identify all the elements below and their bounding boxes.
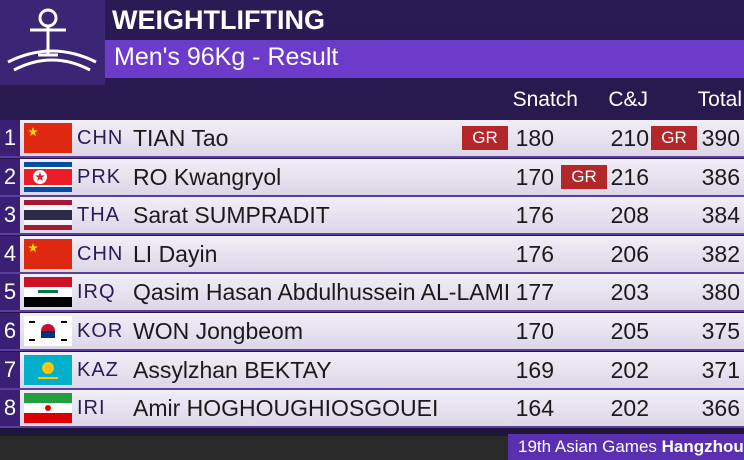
clean-and-jerk: 210 — [610, 125, 649, 151]
snatch: 164 — [515, 395, 554, 422]
flag-part — [38, 376, 58, 379]
flag-part — [41, 331, 55, 338]
result-row: 4 CHN LI Dayin 176 206 382 — [0, 235, 744, 274]
flag — [24, 238, 72, 269]
total: 390 — [701, 125, 740, 151]
clean-and-jerk: 202 — [610, 395, 649, 422]
column-header: Total — [697, 88, 742, 111]
country-code: KAZ — [77, 358, 119, 381]
clean-and-jerk: 208 — [610, 202, 649, 229]
country-code: IRQ — [77, 281, 116, 304]
result-row: 1 CHN TIAN Tao 180 210 390 GR GR — [0, 120, 744, 158]
snatch: 176 — [515, 202, 554, 229]
city: Hangzhou — [661, 437, 744, 456]
flag-part — [28, 242, 38, 252]
country-code: CHN — [77, 242, 124, 265]
footer-text: 19th Asian Games Hangzhou — [518, 437, 744, 457]
title: WEIGHTLIFTING — [112, 5, 325, 35]
flag — [24, 161, 72, 192]
clean-and-jerk: 216 — [610, 163, 649, 190]
flag — [24, 354, 72, 385]
flag-part — [38, 290, 58, 294]
rank: 6 — [0, 313, 20, 349]
snatch: 180 — [515, 125, 554, 151]
rank: 8 — [0, 390, 20, 427]
subtitle: Men's 96Kg - Result — [114, 43, 339, 71]
snatch: 177 — [515, 279, 554, 306]
total: 386 — [701, 163, 740, 190]
record-badge: GR — [561, 164, 607, 189]
flag-part — [24, 277, 72, 288]
country-code: KOR — [77, 320, 124, 342]
total: 371 — [701, 356, 740, 383]
result-row: 3 THA Sarat SUMPRADIT 176 208 384 — [0, 197, 744, 236]
flag — [24, 316, 72, 346]
result-row: 5 IRQ Qasim Hasan Abdulhussein AL-LAMI 177 2… — [0, 274, 744, 313]
total: 366 — [701, 395, 740, 422]
flag-part — [45, 405, 51, 412]
flag-part — [29, 339, 35, 341]
result-row: 7 KAZ Assylzhan BEKTAY 169 202 371 — [0, 351, 744, 390]
flag-part — [24, 168, 72, 185]
country-code: IRI — [77, 397, 106, 420]
flag-part — [42, 361, 54, 374]
subtitle-bar — [105, 40, 744, 78]
event: 19th Asian Games — [518, 437, 657, 456]
total: 380 — [701, 279, 740, 306]
athlete-name: WON Jongbeom — [133, 318, 304, 344]
snatch: 170 — [515, 163, 554, 190]
country-code: CHN — [77, 127, 124, 149]
column-header: Snatch — [512, 88, 578, 111]
footer-bar — [508, 434, 744, 460]
record-badge: GR — [462, 126, 508, 150]
flag-part — [24, 393, 72, 404]
athlete-name: Sarat SUMPRADIT — [133, 202, 330, 229]
column-header: C&J — [608, 88, 648, 111]
clean-and-jerk: 205 — [610, 318, 649, 344]
total: 375 — [701, 318, 740, 344]
rank: 5 — [0, 274, 20, 311]
rank: 7 — [0, 351, 20, 388]
record-badge: GR — [651, 126, 697, 150]
rank: 1 — [0, 120, 20, 156]
flag-part — [61, 321, 67, 323]
result-row: 6 KOR WON Jongbeom 170 205 375 — [0, 313, 744, 351]
country-code: PRK — [77, 165, 122, 188]
athlete-name: LI Dayin — [133, 240, 218, 267]
flag-part — [24, 413, 72, 424]
result-row: 8 IRI Amir HOGHOUGHIOSGOUEI 164 202 366 — [0, 390, 744, 429]
athlete-name: TIAN Tao — [133, 125, 229, 151]
flag — [24, 200, 72, 231]
logo — [0, 0, 105, 85]
flag — [24, 123, 72, 153]
snatch: 169 — [515, 356, 554, 383]
rank: 2 — [0, 158, 20, 195]
flag-part — [24, 238, 72, 269]
athlete-name: Qasim Hasan Abdulhussein AL-LAMI — [133, 279, 511, 306]
clean-and-jerk: 203 — [610, 279, 649, 306]
flag — [24, 277, 72, 308]
flag-part — [24, 297, 72, 308]
flag — [24, 393, 72, 424]
clean-and-jerk: 206 — [610, 240, 649, 267]
flag-part — [24, 210, 72, 221]
total: 384 — [701, 202, 740, 229]
snatch: 170 — [515, 318, 554, 344]
flag-part — [28, 127, 38, 136]
athlete-name: RO Kwangryol — [133, 163, 282, 190]
result-row: 2 PRK RO Kwangryol 170 216 386 GR — [0, 158, 744, 197]
snatch: 176 — [515, 240, 554, 267]
clean-and-jerk: 202 — [610, 356, 649, 383]
flag-part — [29, 321, 35, 323]
rank: 3 — [0, 197, 20, 234]
rank: 4 — [0, 235, 20, 272]
flag-part — [24, 123, 72, 153]
flag-part — [61, 339, 67, 341]
country-code: THA — [77, 204, 120, 227]
athlete-name: Amir HOGHOUGHIOSGOUEI — [133, 395, 439, 422]
total: 382 — [701, 240, 740, 267]
flag-part — [35, 171, 45, 181]
athlete-name: Assylzhan BEKTAY — [133, 356, 332, 383]
